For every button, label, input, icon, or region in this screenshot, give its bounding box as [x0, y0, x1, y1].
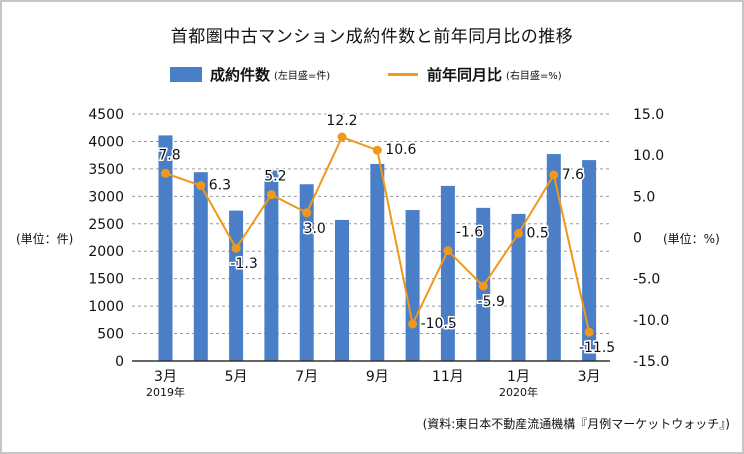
line-data-label: -5.9	[478, 294, 505, 310]
legend-item-bar: 成約件数 (左目盛=件)	[170, 64, 330, 85]
line-data-label: 6.3	[209, 178, 231, 194]
bar	[335, 219, 349, 361]
line-data-label: 0.5	[527, 225, 549, 241]
x-axis-tick-label: 3月	[578, 369, 601, 385]
left-axis-tick-label: 1000	[88, 299, 124, 315]
legend-line-swatch	[388, 73, 418, 76]
x-axis-year-label: 2019年	[146, 385, 185, 399]
legend-bar-label: 成約件数	[210, 66, 271, 84]
bar	[299, 184, 314, 361]
right-axis-tick-label: 10.0	[633, 148, 664, 164]
legend-item-line: 前年同月比 (右目盛=%)	[388, 64, 562, 85]
left-axis-tick-label: 1500	[88, 272, 124, 288]
line-data-label: -11.5	[579, 340, 615, 356]
line-data-label: 7.8	[158, 147, 180, 163]
line-point	[231, 243, 241, 253]
line-point	[478, 281, 488, 291]
left-axis-tick-label: 2500	[88, 217, 124, 233]
line-point	[408, 319, 418, 329]
line-data-label: 5.2	[264, 169, 286, 185]
x-axis-tick-label: 1月	[507, 369, 530, 385]
x-axis-tick-label: 5月	[225, 369, 248, 385]
x-axis-tick-label: 7月	[295, 369, 318, 385]
bar	[440, 185, 455, 361]
x-axis-tick-label: 9月	[366, 369, 389, 385]
legend-line-label: 前年同月比	[427, 66, 503, 84]
x-axis-tick-label: 11月	[432, 369, 464, 385]
bar	[158, 135, 173, 361]
bar	[229, 210, 244, 361]
line-point	[443, 246, 453, 256]
right-axis-tick-label: 5.0	[633, 189, 655, 205]
left-axis-tick-label: 4500	[88, 107, 124, 123]
bar	[511, 213, 526, 361]
line-point	[549, 170, 559, 180]
left-axis-unit-label: (単位：件)	[16, 232, 74, 246]
left-axis-tick-label: 500	[97, 327, 124, 343]
legend-line-note: (右目盛=%)	[506, 71, 562, 82]
line-data-label: -1.6	[456, 225, 483, 241]
line-point	[302, 208, 312, 218]
line-point	[161, 168, 170, 178]
bar	[193, 172, 208, 361]
line-point	[196, 181, 206, 191]
bar	[546, 154, 561, 361]
left-axis-tick-label: 4000	[88, 134, 124, 150]
right-axis-tick-label: -5.0	[633, 272, 660, 288]
right-axis-unit-label: (単位：%)	[663, 232, 720, 246]
source-note: (資料:東日本不動産流通機構『月例マーケットウォッチ』)	[422, 417, 730, 431]
chart-title: 首都圏中古マンション成約件数と前年同月比の推移	[170, 27, 574, 47]
bar	[370, 163, 385, 361]
x-axis-tick-label: 3月	[154, 369, 177, 385]
legend-bar-note: (左目盛=件)	[274, 71, 331, 82]
left-axis-tick-label: 0	[115, 354, 124, 370]
x-axis-year-label: 2020年	[499, 385, 538, 399]
line-data-label: 7.6	[562, 167, 584, 183]
line-data-label: -1.3	[230, 256, 257, 272]
left-axis-tick-label: 3000	[88, 189, 124, 205]
line-point	[337, 132, 347, 142]
right-axis-tick-label: -10.0	[633, 313, 669, 329]
line-point	[266, 190, 276, 200]
bar	[264, 170, 279, 361]
left-axis-tick-label: 2000	[88, 244, 124, 260]
right-axis-tick-label: -15.0	[633, 354, 669, 370]
line-data-label: -10.5	[421, 316, 457, 332]
legend-bar-swatch	[170, 67, 202, 82]
line-point	[372, 145, 382, 155]
line-point	[584, 327, 594, 337]
line-data-label: 10.6	[385, 142, 416, 158]
right-axis-tick-label: 15.0	[633, 107, 664, 123]
left-axis-tick-label: 3500	[88, 162, 124, 178]
bar	[405, 210, 420, 361]
right-axis-tick-label: 0	[633, 231, 642, 247]
bar	[582, 160, 597, 361]
line-point	[514, 228, 523, 238]
line-data-label: 12.2	[326, 113, 357, 129]
legend: 成約件数 (左目盛=件) 前年同月比 (右目盛=%)	[0, 64, 744, 84]
line-data-label: 3.0	[304, 221, 326, 237]
